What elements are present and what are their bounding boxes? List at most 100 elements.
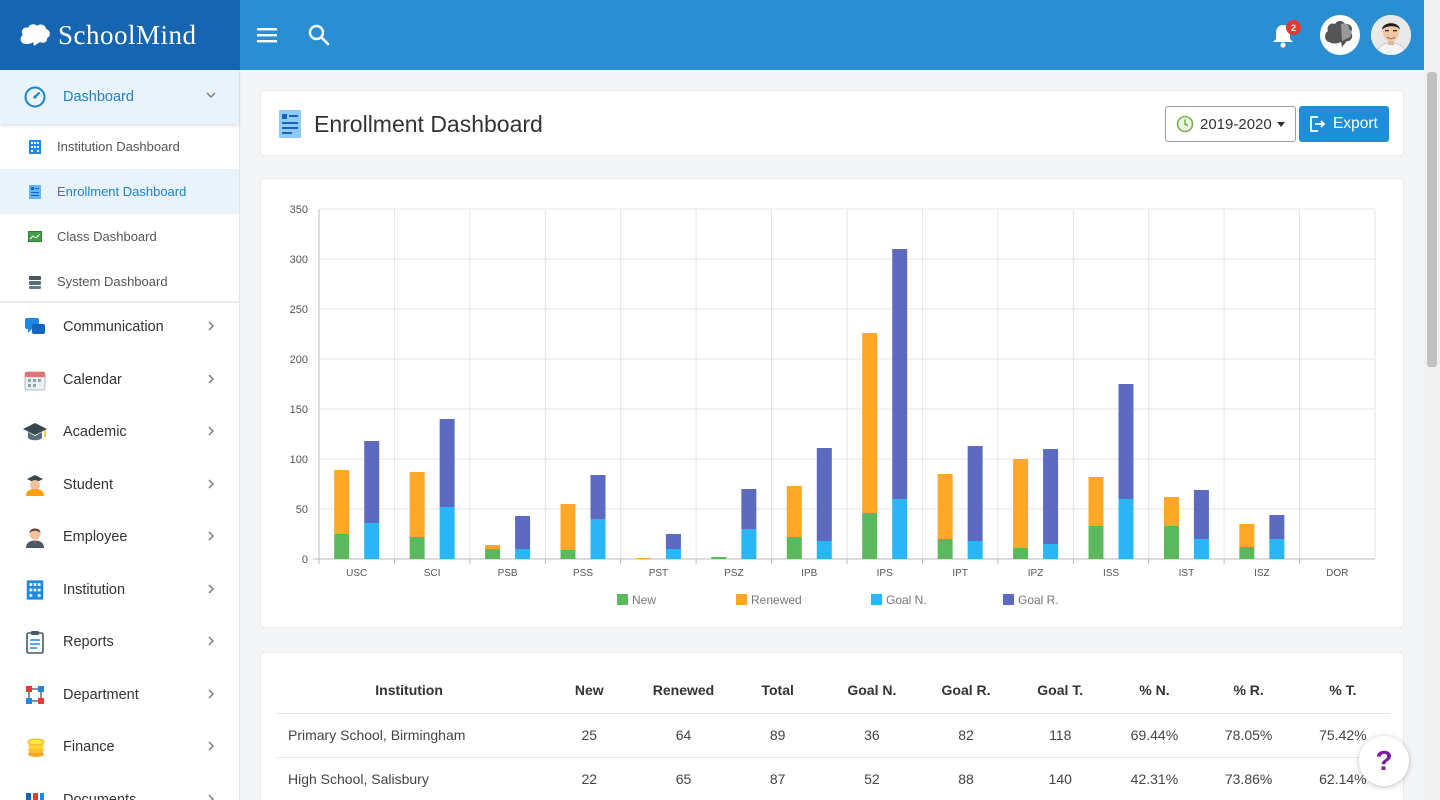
column-header[interactable]: % T. xyxy=(1295,668,1390,714)
sidebar-sub-enrollment-dashboard[interactable]: Enrollment Dashboard xyxy=(0,169,239,214)
export-button[interactable]: Export xyxy=(1299,106,1389,142)
export-icon xyxy=(1310,116,1326,132)
x-tick-label: PSB xyxy=(498,568,518,579)
x-tick-label: ISS xyxy=(1103,568,1119,579)
chevron-right-icon xyxy=(208,374,215,384)
legend-swatch xyxy=(871,594,882,605)
sidebar-item-institution[interactable]: Institution xyxy=(0,564,239,616)
search-icon[interactable] xyxy=(306,22,332,48)
table-cell: 73.86% xyxy=(1201,757,1296,800)
bar-renewed xyxy=(560,504,576,550)
bar-renewed xyxy=(862,333,878,513)
column-header[interactable]: Goal R. xyxy=(918,668,1014,714)
coins-icon xyxy=(22,734,48,760)
sidebar-item-academic[interactable]: Academic xyxy=(0,406,239,458)
bar-goal-n xyxy=(816,541,832,559)
page-title: Enrollment Dashboard xyxy=(314,111,543,137)
sidebar-item-dashboard[interactable]: Dashboard xyxy=(0,70,239,124)
bar-renewed xyxy=(635,558,651,559)
caret-down-icon xyxy=(1276,121,1285,127)
top-bar xyxy=(0,0,1440,70)
bar-renewed xyxy=(485,545,501,549)
sidebar-item-employee[interactable]: Employee xyxy=(0,511,239,563)
class-board-icon xyxy=(28,230,42,242)
column-header[interactable]: % R. xyxy=(1201,668,1296,714)
enrollment-chart-card: 0 50 100 150 200 250 300 350 USC SCI PSB PSS PST PSZ I… xyxy=(260,178,1404,628)
y-tick-label: 350 xyxy=(290,204,308,216)
table-row[interactable]: High School, Salisbury 22 65 87 52 88 14… xyxy=(276,757,1390,800)
bar-goal-n xyxy=(892,499,908,559)
help-button[interactable]: ? xyxy=(1359,736,1409,786)
scrollbar-thumb[interactable] xyxy=(1427,72,1437,367)
bar-goal-n xyxy=(1043,544,1059,559)
brain-logo-icon xyxy=(20,24,50,46)
sidebar-item-finance[interactable]: Finance xyxy=(0,721,239,773)
enrollment-icon xyxy=(29,184,41,199)
x-tick-label: IPZ xyxy=(1028,568,1044,579)
table-cell: 65 xyxy=(636,757,731,800)
bar-new xyxy=(1088,526,1104,559)
bar-goal-r xyxy=(439,419,455,507)
institution-avatar[interactable] xyxy=(1320,15,1360,55)
y-tick-label: 50 xyxy=(296,504,308,516)
column-header[interactable]: New xyxy=(542,668,637,714)
bar-goal-n xyxy=(364,523,380,559)
bar-new xyxy=(560,550,576,559)
sidebar-item-student[interactable]: Student xyxy=(0,459,239,511)
bar-new xyxy=(711,557,727,559)
column-header[interactable]: Total xyxy=(730,668,825,714)
calendar-icon xyxy=(22,367,48,393)
bar-goal-n xyxy=(1269,539,1285,559)
legend-swatch xyxy=(1003,594,1014,605)
bar-renewed xyxy=(1163,497,1179,526)
sidebar-item-calendar[interactable]: Calendar xyxy=(0,354,239,406)
legend-label: New xyxy=(632,593,656,607)
column-header[interactable]: Goal N. xyxy=(824,668,919,714)
sidebar-sub-class-dashboard[interactable]: Class Dashboard xyxy=(0,214,239,259)
year-select[interactable]: 2019-2020 xyxy=(1165,106,1296,142)
legend-label: Renewed xyxy=(751,593,802,607)
sidebar-item-reports[interactable]: Reports xyxy=(0,616,239,668)
column-header[interactable]: Institution xyxy=(276,668,543,714)
sidebar-item-label: Student xyxy=(63,477,113,493)
table-cell: 25 xyxy=(542,713,637,758)
x-tick-label: IPS xyxy=(877,568,893,579)
table-cell: 78.05% xyxy=(1201,713,1296,758)
bar-goal-r xyxy=(590,475,606,519)
building-icon xyxy=(22,577,48,603)
brand[interactable]: SchoolMind xyxy=(0,0,240,70)
column-header[interactable]: Renewed xyxy=(636,668,731,714)
x-tick-label: PSS xyxy=(573,568,593,579)
bar-goal-n xyxy=(967,541,983,559)
bar-new xyxy=(1013,548,1029,559)
sidebar: Dashboard Institution Dashboard Enrollme… xyxy=(0,70,240,800)
table-cell: 88 xyxy=(918,757,1014,800)
chevron-right-icon xyxy=(208,531,215,541)
clipboard-icon xyxy=(22,629,48,655)
sidebar-sub-label: System Dashboard xyxy=(57,274,168,289)
sidebar-sub-system-dashboard[interactable]: System Dashboard xyxy=(0,259,239,304)
enrollment-table-card: Institution New Renewed Total Goal N. Go… xyxy=(260,652,1404,800)
bar-goal-r xyxy=(364,441,380,523)
y-tick-label: 250 xyxy=(290,304,308,316)
sidebar-item-documents[interactable]: Documents xyxy=(0,774,239,800)
speedometer-icon xyxy=(22,84,48,110)
sidebar-item-communication[interactable]: Communication xyxy=(0,301,239,353)
sidebar-item-department[interactable]: Department xyxy=(0,669,239,721)
bar-new xyxy=(786,537,802,559)
table-header-row: Institution New Renewed Total Goal N. Go… xyxy=(276,668,1390,714)
enrollment-table: Institution New Renewed Total Goal N. Go… xyxy=(276,668,1390,800)
bar-goal-r xyxy=(1269,515,1285,539)
sidebar-sub-institution-dashboard[interactable]: Institution Dashboard xyxy=(0,124,239,169)
sidebar-item-label: Academic xyxy=(63,424,127,440)
x-tick-label: USC xyxy=(346,568,367,579)
table-row[interactable]: Primary School, Birmingham 25 64 89 36 8… xyxy=(276,713,1390,758)
x-tick-label: IPB xyxy=(801,568,817,579)
user-avatar[interactable] xyxy=(1371,15,1411,55)
bar-renewed xyxy=(1088,477,1104,526)
enrollment-bar-chart: 0 50 100 150 200 250 300 350 USC SCI PSB PSS PST PSZ I… xyxy=(290,204,1376,607)
sidebar-item-label: Finance xyxy=(63,739,115,755)
menu-icon[interactable] xyxy=(254,22,280,48)
column-header[interactable]: Goal T. xyxy=(1013,668,1108,714)
column-header[interactable]: % N. xyxy=(1107,668,1202,714)
